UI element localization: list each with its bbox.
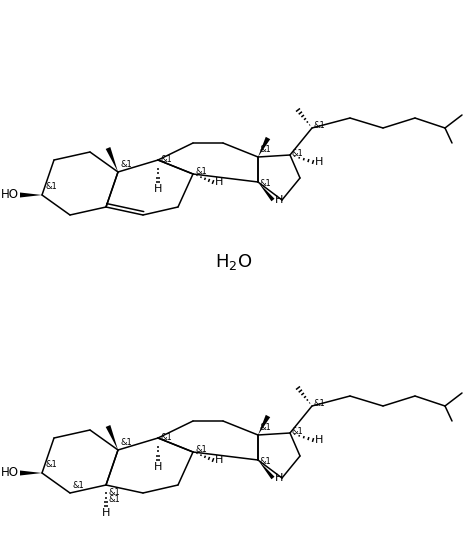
Text: &1: &1 <box>314 122 326 130</box>
Text: H: H <box>315 435 323 445</box>
Text: H: H <box>215 455 223 465</box>
Text: &1: &1 <box>120 160 132 169</box>
Text: &1: &1 <box>260 423 272 432</box>
Text: H: H <box>275 195 283 205</box>
Polygon shape <box>106 147 118 172</box>
Text: &1: &1 <box>292 148 304 157</box>
Text: &1: &1 <box>314 399 326 408</box>
Text: &1: &1 <box>120 438 132 447</box>
Text: &1: &1 <box>260 180 272 188</box>
Text: H: H <box>154 462 162 472</box>
Polygon shape <box>258 460 274 479</box>
Text: &1: &1 <box>72 481 84 490</box>
Text: H: H <box>215 177 223 187</box>
Text: &1: &1 <box>160 433 172 443</box>
Text: HO: HO <box>1 466 19 479</box>
Text: &1: &1 <box>292 426 304 436</box>
Polygon shape <box>20 193 42 197</box>
Text: H: H <box>102 508 110 518</box>
Polygon shape <box>258 415 270 435</box>
Text: H: H <box>315 157 323 167</box>
Text: &1: &1 <box>160 155 172 164</box>
Text: H$_2$O: H$_2$O <box>215 252 253 272</box>
Polygon shape <box>258 137 270 157</box>
Text: &1: &1 <box>45 182 57 191</box>
Text: &1: &1 <box>195 168 207 176</box>
Polygon shape <box>258 182 274 201</box>
Text: &1: &1 <box>260 458 272 466</box>
Text: &1: &1 <box>108 495 120 504</box>
Text: H: H <box>154 184 162 194</box>
Polygon shape <box>20 471 42 476</box>
Text: &1: &1 <box>45 460 57 469</box>
Polygon shape <box>106 425 118 450</box>
Text: H: H <box>275 473 283 483</box>
Text: &1: &1 <box>195 445 207 454</box>
Text: &1: &1 <box>260 145 272 154</box>
Text: HO: HO <box>1 188 19 201</box>
Text: &1: &1 <box>108 488 120 497</box>
